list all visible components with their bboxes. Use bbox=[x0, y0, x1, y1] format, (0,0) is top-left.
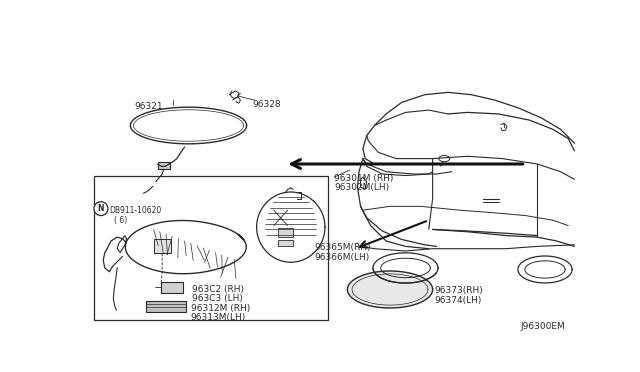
FancyBboxPatch shape bbox=[157, 162, 170, 169]
Text: N: N bbox=[98, 204, 104, 213]
Text: J96300EM: J96300EM bbox=[520, 322, 565, 331]
Text: 96312M (RH): 96312M (RH) bbox=[191, 304, 250, 313]
FancyBboxPatch shape bbox=[278, 240, 293, 246]
Ellipse shape bbox=[138, 192, 147, 198]
Text: 96302M(LH): 96302M(LH) bbox=[334, 183, 389, 192]
Text: DB911-10620: DB911-10620 bbox=[109, 206, 162, 215]
Text: 96366M(LH): 96366M(LH) bbox=[315, 253, 370, 262]
Text: 96313M(LH): 96313M(LH) bbox=[191, 313, 246, 323]
Text: 963C3 (LH): 963C3 (LH) bbox=[193, 294, 243, 303]
Text: 96321: 96321 bbox=[134, 102, 163, 110]
Text: 963C2 (RH): 963C2 (RH) bbox=[193, 285, 244, 294]
Text: 96374(LH): 96374(LH) bbox=[434, 296, 481, 305]
Text: 96365M(RH): 96365M(RH) bbox=[315, 243, 371, 252]
Text: 96373(RH): 96373(RH) bbox=[434, 286, 483, 295]
Circle shape bbox=[94, 202, 108, 216]
Polygon shape bbox=[348, 271, 433, 308]
FancyBboxPatch shape bbox=[94, 176, 328, 320]
FancyBboxPatch shape bbox=[161, 282, 183, 293]
Text: 96328: 96328 bbox=[252, 100, 281, 109]
Text: 96301M (RH): 96301M (RH) bbox=[334, 174, 394, 183]
Ellipse shape bbox=[152, 180, 163, 187]
FancyBboxPatch shape bbox=[154, 240, 171, 253]
Text: ( 6): ( 6) bbox=[114, 216, 127, 225]
FancyBboxPatch shape bbox=[278, 228, 293, 237]
FancyBboxPatch shape bbox=[146, 301, 186, 312]
